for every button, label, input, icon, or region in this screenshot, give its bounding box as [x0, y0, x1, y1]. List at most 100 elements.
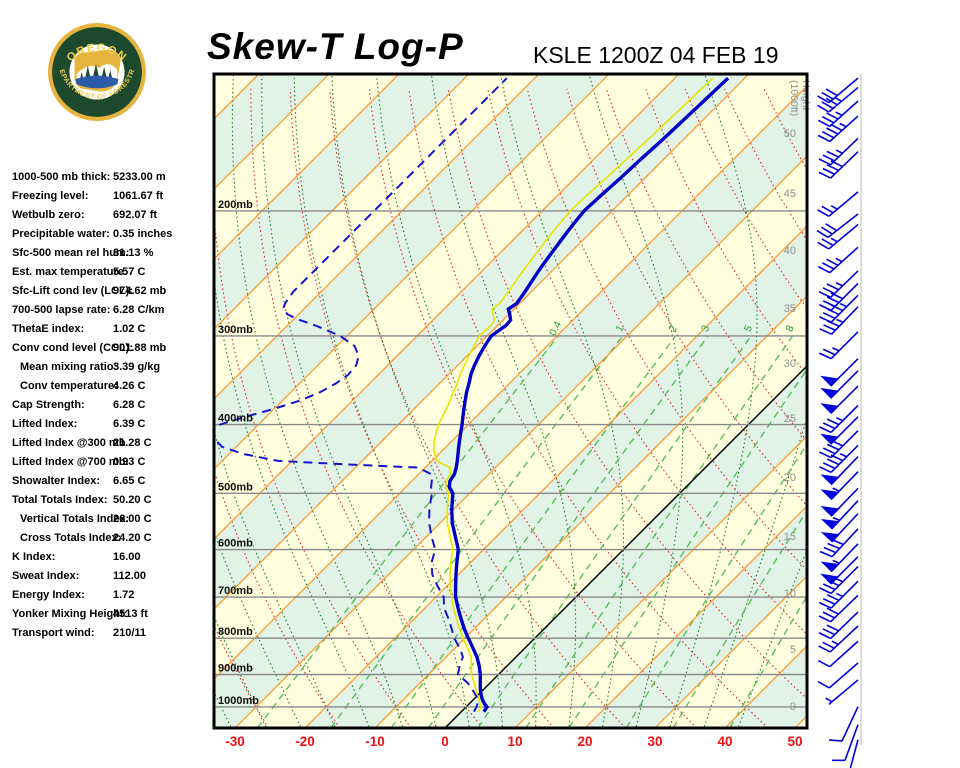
mixing-ratio-line — [525, 336, 793, 728]
temperature-axis-label: -20 — [295, 734, 315, 749]
wind-barb — [817, 640, 859, 668]
stat-value: 21.28 C — [113, 437, 152, 449]
wind-barb — [820, 385, 859, 415]
mixing-ratio-line — [568, 368, 807, 728]
zero-isotherm-line — [444, 364, 807, 728]
sounding-indices-panel: 1000-500 mb thick: 5233.00 m Freezing leve… — [12, 168, 212, 643]
dewpoint-trace — [214, 77, 508, 713]
wind-barb — [820, 513, 859, 543]
isotherm-line — [214, 74, 540, 400]
dry-adiabat — [883, 89, 960, 728]
stat-row: Freezing level: 1061.67 ft — [12, 187, 212, 206]
stat-row: Total Totals Index: 50.20 C — [12, 491, 212, 510]
stat-label: Vertical Totals Index: — [20, 513, 130, 525]
wind-barb — [819, 331, 859, 360]
height-label: 10 — [784, 588, 796, 600]
stat-label: Conv cond level (CCL): — [12, 342, 134, 354]
stat-value: 974.62 mb — [113, 285, 167, 297]
stat-label: Est. max temperature: — [12, 266, 128, 278]
stat-label: Sweat Index: — [12, 570, 80, 582]
stat-value: 6.28 C — [113, 399, 146, 411]
isotherm-line — [374, 295, 807, 728]
page-title: Skew-T Log-P — [207, 26, 464, 67]
moist-adiabat — [9, 54, 91, 731]
dry-adiabat — [0, 89, 54, 728]
wind-barb — [825, 679, 859, 705]
chart-border — [212, 72, 809, 730]
wind-barb — [817, 86, 859, 113]
mixing-ratio-line — [256, 336, 559, 728]
wind-barb — [817, 191, 859, 217]
moist-adiabat — [737, 548, 807, 728]
dry-adiabat — [526, 88, 807, 571]
temperature-axis-label: -10 — [365, 734, 385, 749]
wind-barb — [828, 706, 859, 742]
stat-label: Mean mixing ratio: — [20, 361, 118, 373]
height-label: 0 — [790, 701, 796, 713]
stat-label: 700-500 lapse rate: — [12, 304, 111, 316]
temperature-trace — [447, 76, 730, 713]
stat-value: 24.20 C — [113, 532, 152, 544]
temperature-axis-label: 40 — [717, 734, 732, 749]
wetbulb-trace — [432, 77, 714, 713]
isotherm-line — [214, 74, 400, 260]
stat-label: ThetaE index: — [12, 323, 85, 335]
height-label: 50 — [784, 128, 796, 140]
pressure-label: 800mb — [218, 626, 253, 638]
dry-adiabat — [214, 624, 269, 728]
dry-adiabat — [408, 88, 769, 728]
dry-adiabat — [80, 89, 197, 728]
isotherm-line — [304, 225, 807, 728]
mixing-ratio-label: 1 — [613, 323, 626, 334]
chart-plot-area — [0, 54, 960, 731]
temperature-axis-label: 20 — [577, 734, 592, 749]
moist-adiabat — [231, 74, 404, 728]
wind-barb — [818, 270, 859, 299]
wind-barb — [818, 594, 859, 623]
wind-barb — [820, 416, 859, 445]
height-label: 40 — [784, 245, 796, 257]
stat-row: Cross Totals Index: 24.20 C — [12, 529, 212, 548]
dry-adiabat — [329, 88, 626, 728]
dry-adiabat — [250, 88, 484, 728]
stat-label: Yonker Mixing Height: — [12, 608, 128, 620]
moist-adiabat — [703, 415, 807, 728]
pressure-label: 300mb — [218, 324, 253, 336]
stat-row: Lifted Index @700 mb: 0.93 C — [12, 453, 212, 472]
dry-adiabat — [605, 88, 807, 442]
stat-value: 4513 ft — [113, 608, 148, 620]
mixing-ratio-label: 3 — [699, 323, 712, 334]
isotherm-line — [214, 74, 610, 470]
stat-row: Cap Strength: 6.28 C — [12, 396, 212, 415]
mixing-ratio-line — [477, 336, 752, 728]
stat-value: 692.07 ft — [113, 209, 158, 221]
stat-value: 5233.00 m — [113, 171, 166, 183]
dry-adiabat — [214, 208, 412, 728]
stat-value: 1.02 C — [113, 323, 146, 335]
stat-value: 112.00 — [113, 570, 147, 582]
stat-value: 901.88 mb — [113, 342, 167, 354]
stat-value: 6.65 C — [113, 475, 146, 487]
stat-label: Showalter Index: — [12, 475, 101, 487]
stat-value: 210/11 — [113, 627, 147, 639]
wind-barb — [818, 625, 859, 653]
stat-value: 0.35 inches — [113, 228, 173, 240]
temperature-axis-label: 50 — [787, 734, 802, 749]
wind-barb — [820, 487, 859, 517]
stat-row: Est. max temperature: 5.57 C — [12, 263, 212, 282]
wind-barb — [820, 543, 859, 573]
wind-barb — [819, 580, 859, 609]
stat-label: Freezing level: — [12, 190, 89, 202]
wind-barb — [817, 662, 859, 689]
isotherm-line — [0, 74, 189, 728]
stat-label: Lifted Index @700 mb: — [12, 456, 130, 468]
height-label: 35 — [784, 303, 796, 315]
dry-adiabat — [289, 88, 555, 728]
stat-row: Lifted Index @300 mb 21.28 C — [12, 434, 212, 453]
wind-barbs — [816, 77, 859, 768]
pressure-label: 900mb — [218, 662, 253, 674]
pressure-label: 500mb — [218, 481, 253, 493]
stat-label: Transport wind: — [12, 627, 95, 639]
dry-adiabat — [368, 88, 698, 728]
wind-barb — [819, 282, 859, 311]
